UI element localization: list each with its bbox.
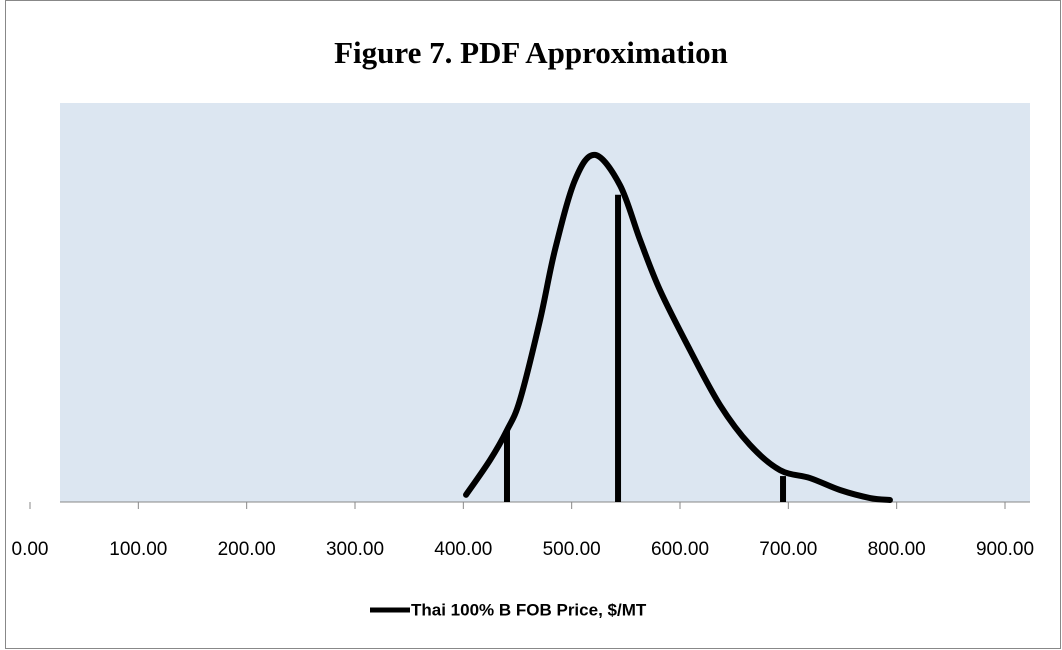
x-tick-label: 500.00 (543, 539, 601, 560)
pdf-line (463, 151, 893, 504)
chart-title: Figure 7. PDF Approximation (334, 35, 728, 70)
x-tick-label: 900.00 (976, 539, 1034, 560)
x-tick-label: 700.00 (759, 539, 817, 560)
x-tick-label: 800.00 (868, 539, 926, 560)
x-tick-label: 300.00 (326, 539, 384, 560)
x-tick-label: 0.00 (12, 539, 49, 560)
x-tick-label: 200.00 (218, 539, 276, 560)
x-tick-label: 400.00 (434, 539, 492, 560)
x-tick-label: 100.00 (109, 539, 167, 560)
x-tick-label: 600.00 (651, 539, 709, 560)
legend-label: Thai 100% B FOB Price, $/MT (411, 600, 647, 619)
